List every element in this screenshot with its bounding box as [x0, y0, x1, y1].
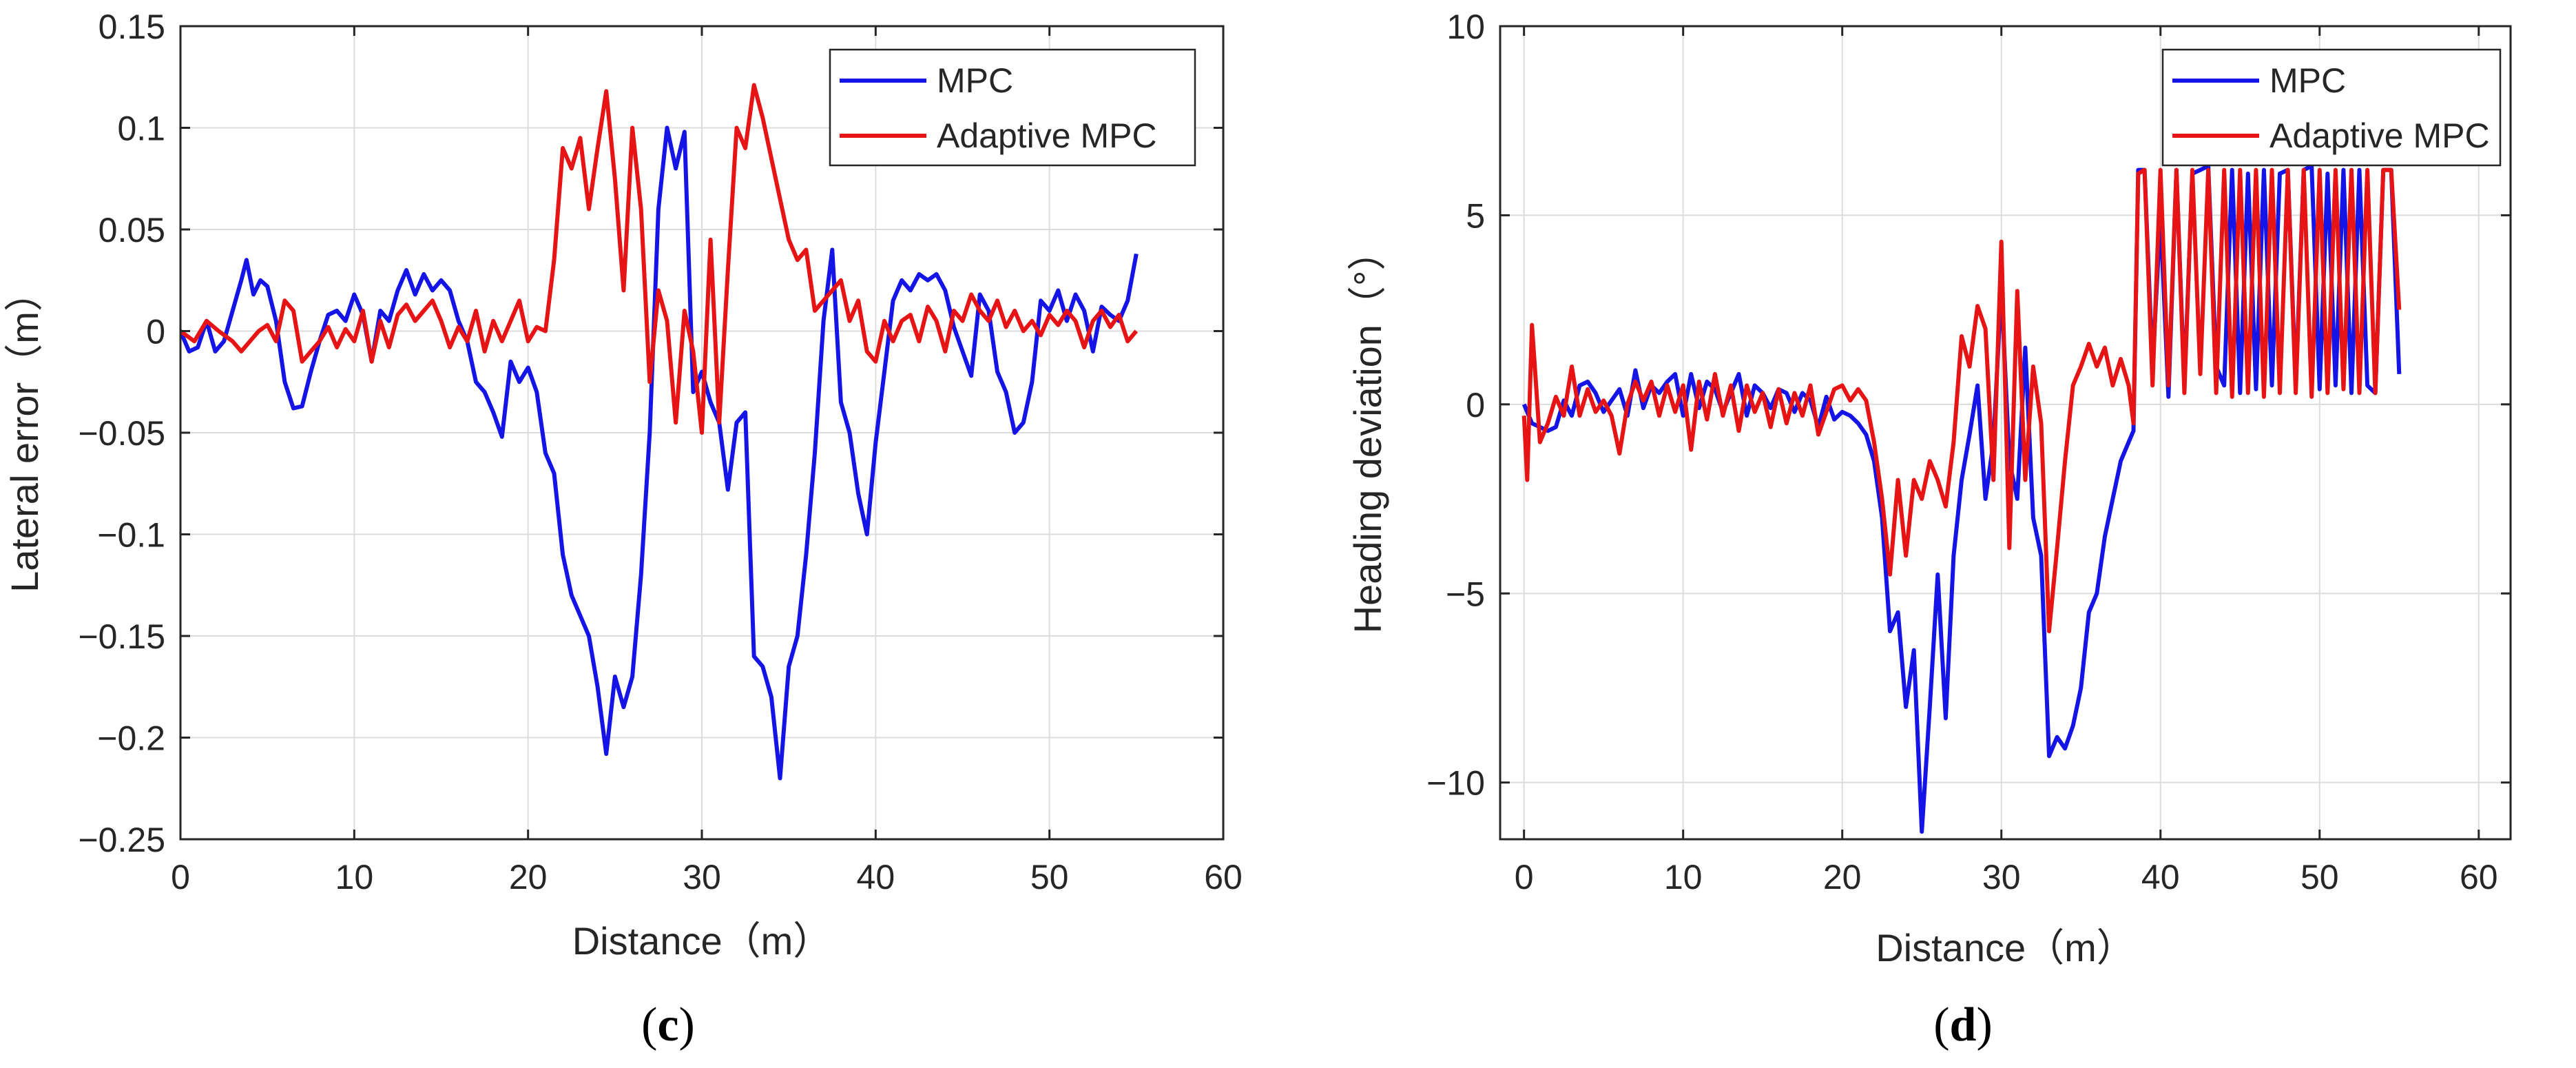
chart-panel-c: 0 10 20 30 40 50 60 −0.25 −0.2 −0.15 −0.1 −0.05 0 0.0… [3, 8, 1243, 1051]
x-tick-label: 20 [1823, 858, 1862, 896]
legend-box [2161, 48, 2502, 167]
x-tick-label: 0 [1515, 858, 1534, 896]
x-tick-label: 60 [2460, 858, 2498, 896]
legend-d: MPC Adaptive MPC [2161, 48, 2502, 167]
x-tick-label: 20 [509, 858, 548, 896]
y-tick-label: 0 [1466, 386, 1485, 424]
y-tick-label: 0 [146, 313, 165, 351]
axes-frame-d [1499, 25, 2512, 841]
panel-label-d: (d) [1933, 998, 1993, 1051]
panel-label-c: (c) [641, 998, 695, 1051]
x-tick-label: 40 [857, 858, 895, 896]
x-tick-label: 0 [171, 858, 190, 896]
y-tick-label: −10 [1426, 764, 1485, 803]
y-tick-label: −0.25 [78, 821, 165, 859]
y-tick-label: −5 [1446, 575, 1485, 613]
x-tick-label: 30 [1982, 858, 2021, 896]
x-tick-label: 10 [1664, 858, 1703, 896]
legend-label: MPC [937, 61, 1013, 100]
y-tick-label: 10 [1446, 8, 1485, 46]
series-line-adaptive-mpc [1521, 167, 2402, 634]
x-tick-label: 60 [1204, 858, 1243, 896]
y-tick-label: −0.15 [78, 617, 165, 656]
legend-box [829, 48, 1196, 167]
x-tick-label: 10 [335, 858, 374, 896]
x-tick-label: 40 [2141, 858, 2180, 896]
y-axis-label: Heading deviation（°） [1346, 232, 1389, 634]
x-axis-label: Distance（m） [1876, 926, 2135, 969]
series-line-adaptive-mpc [180, 83, 1139, 435]
y-axis-label: Lateral error（m） [3, 273, 46, 593]
y-tick-label: −0.1 [97, 516, 165, 555]
y-tick-label: 5 [1466, 196, 1485, 235]
chart-panel-d: 0 10 20 30 40 50 60 −10 −5 0 5 10 Distance（m） Heading… [1346, 8, 2512, 1051]
y-tick-label: −0.05 [78, 414, 165, 453]
y-tick-label: 0.05 [98, 211, 165, 249]
legend-label: Adaptive MPC [937, 116, 1157, 155]
x-tick-label: 30 [683, 858, 721, 896]
x-tick-label: 50 [1030, 858, 1069, 896]
y-tick-label: 0.1 [117, 110, 165, 148]
y-tick-label: −0.2 [97, 719, 165, 758]
y-tick-label: 0.15 [98, 8, 165, 46]
legend-c: MPC Adaptive MPC [829, 48, 1196, 167]
x-tick-label: 50 [2300, 858, 2339, 896]
x-axis-label: Distance（m） [572, 919, 832, 963]
legend-label: MPC [2269, 61, 2346, 100]
legend-label: Adaptive MPC [2269, 116, 2490, 155]
